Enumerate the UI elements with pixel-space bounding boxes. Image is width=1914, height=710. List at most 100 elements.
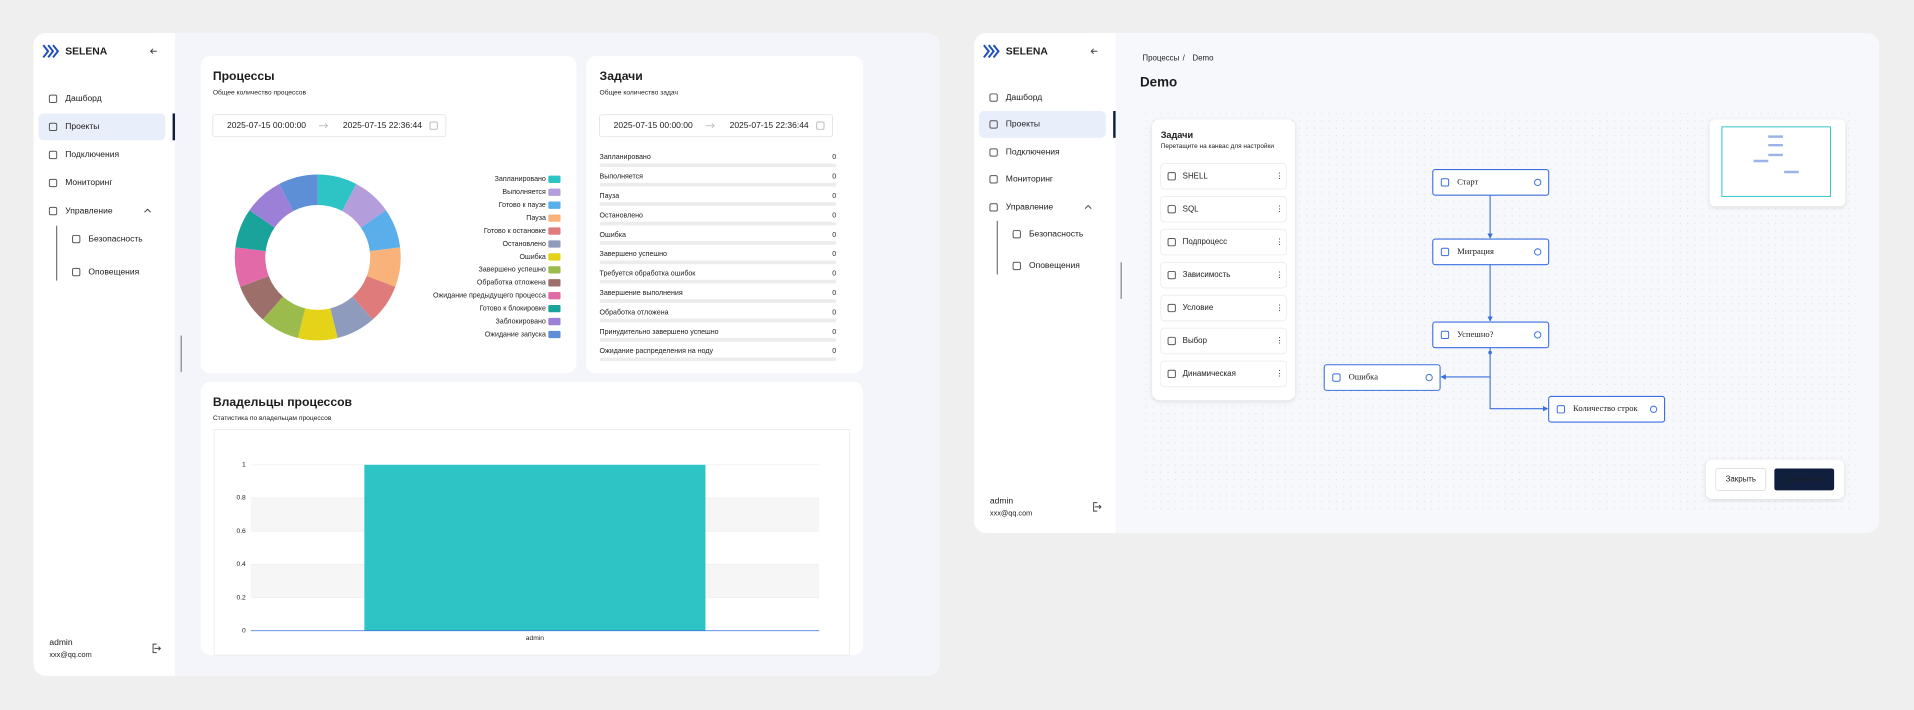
nav-item[interactable]: Подключения [65,149,119,159]
legend-swatch [548,330,561,339]
progress-track [599,163,837,168]
nav-item[interactable]: Проекты [1006,119,1040,129]
donut-segment [360,210,401,252]
icon [72,234,81,244]
palette-item-label: Выбор [1183,336,1208,345]
donut-segment [240,276,283,320]
progress-track [599,279,837,284]
subnav-item[interactable]: Безопасность [1029,228,1084,238]
card-title: Задачи [600,69,643,83]
flow-node[interactable] [1323,364,1441,391]
subnav-item[interactable]: Безопасность [88,233,143,243]
nav-item[interactable]: Управление [1006,202,1054,212]
progress-track [599,299,837,303]
y-tick-label: 0.4 [236,561,246,568]
palette-item-label: Подпроцесс [1183,237,1227,246]
date-to: 2025-07-15 22:36:44 [343,120,422,130]
flow-node[interactable] [1432,321,1550,349]
card-title: Процессы [213,69,275,83]
edge-dot [1488,350,1492,355]
chevron [144,208,151,213]
icon [48,178,58,188]
date-range[interactable] [212,114,447,138]
icon [1440,330,1450,340]
palette [1152,119,1295,401]
breadcrumb[interactable]: Процессы [1142,54,1179,63]
nav-item[interactable]: Управление [65,205,113,215]
sidebar [974,32,1116,534]
chevron [1084,204,1092,209]
nav-item[interactable]: Мониторинг [1006,174,1053,184]
close-button[interactable] [1715,468,1767,491]
palette-item[interactable] [1160,195,1287,223]
bar [364,464,706,631]
user-name: admin [49,637,72,647]
node-port [1534,248,1542,256]
palette-item[interactable] [1160,228,1287,256]
legend-label: Ошибка [520,253,546,261]
drag-handle: ⋮ [1275,203,1284,213]
nav-item[interactable]: Дашборд [1006,92,1042,102]
sidebar [33,32,176,676]
node-port [1649,405,1658,413]
palette-item[interactable] [1160,261,1287,289]
icon [48,94,58,103]
date-to: 2025-07-15 22:36:44 [730,120,809,130]
legend-label: Остановлено [502,241,545,248]
legend-label: Заблокировано [496,317,546,325]
flow-node[interactable] [1548,395,1666,423]
task-value: 0 [832,193,836,200]
palette-item[interactable] [1160,294,1287,322]
subnav-item[interactable]: Оповещения [88,266,139,276]
breadcrumb: Demo [1192,54,1214,63]
task-label: Обработка отложена [600,308,669,316]
drag-handle: ⋮ [1275,368,1284,378]
y-tick-label: 0.6 [236,528,246,535]
arrow-icon [705,122,715,129]
palette-item-label: SQL [1183,204,1199,213]
flow-node[interactable] [1432,238,1550,266]
collapse-icon[interactable] [1090,48,1098,55]
donut-segment [297,308,338,341]
date-range[interactable] [599,114,833,138]
nav-item[interactable]: Мониторинг [65,177,112,187]
nav-item[interactable]: Дашборд [65,93,101,103]
save-label: Сохранить [1785,475,1824,484]
nav-item[interactable]: Проекты [65,121,99,131]
user-email: xxx@qq.com [990,509,1032,518]
legend-label: Готово к паузе [499,202,546,209]
progress-track [599,241,837,245]
legend-swatch [548,266,561,274]
nav-item[interactable]: Подключения [1006,147,1060,157]
legend-label: Пауза [526,215,546,222]
user-name: admin [990,496,1013,506]
save-button[interactable] [1774,468,1835,491]
active-bar [1113,111,1116,138]
logout-icon[interactable] [152,643,162,654]
palette-item[interactable] [1160,327,1287,355]
icon [1440,178,1450,187]
icon [1440,247,1450,257]
minimap [1709,119,1846,207]
node-port [1425,373,1433,382]
date-from: 2025-07-15 00:00:00 [614,120,693,130]
icon [1167,270,1176,280]
icon [816,121,825,130]
task-label: Выполняется [600,174,644,181]
page-title: Demo [1140,75,1177,90]
logout-icon[interactable] [1093,502,1102,512]
legend-label: Готово к остановке [484,228,546,235]
subnav-item[interactable]: Оповещения [1029,260,1080,270]
legend-swatch [548,317,561,326]
active-item [978,111,1106,138]
legend-swatch [548,279,561,287]
legend-swatch [548,292,561,300]
palette-item[interactable] [1160,163,1287,190]
flow-node[interactable] [1432,169,1550,196]
collapse-icon[interactable] [149,48,157,55]
x-tick-label: admin [526,635,544,642]
legend-swatch [548,175,561,183]
palette-item[interactable] [1160,360,1287,388]
arrow-icon [318,122,329,129]
card-subtitle: Общее количество процессов [213,88,307,96]
